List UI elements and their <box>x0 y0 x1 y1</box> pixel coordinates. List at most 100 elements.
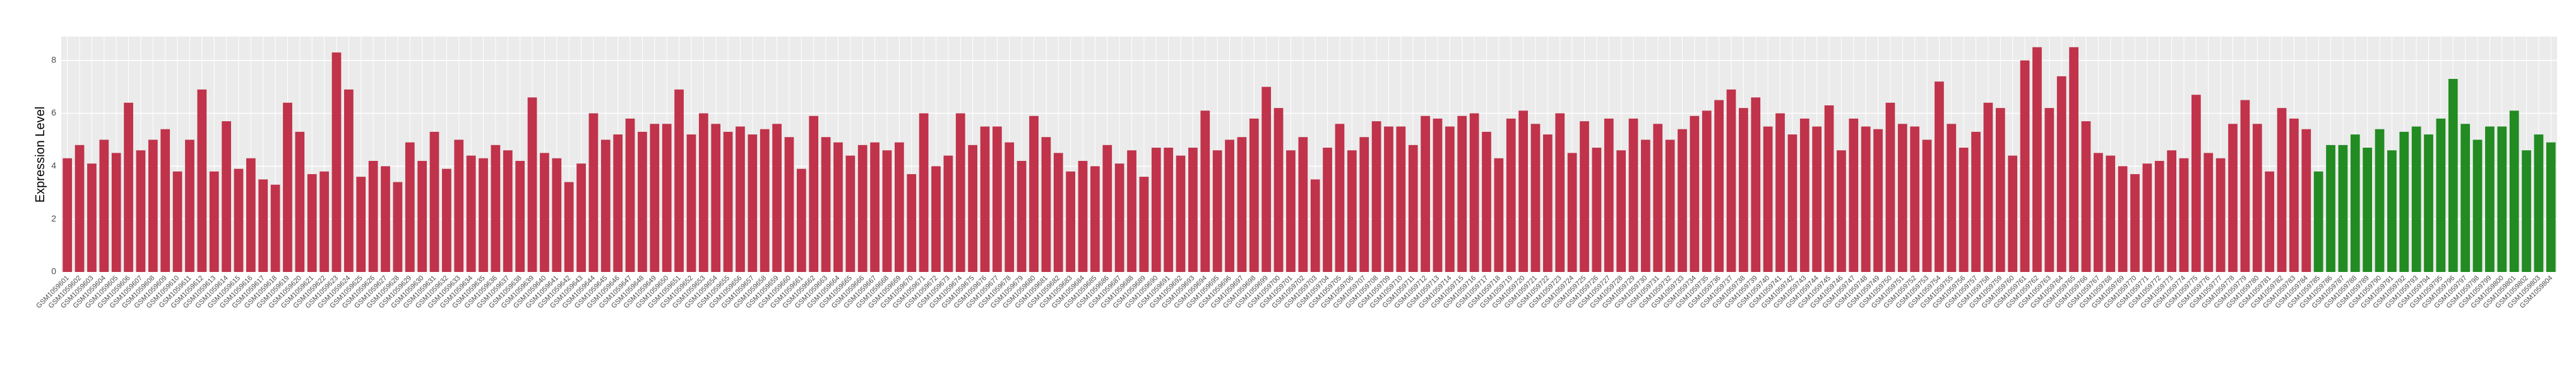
bar <box>2436 118 2446 272</box>
bar <box>246 158 256 272</box>
bar <box>2472 139 2483 272</box>
bar <box>2167 150 2176 272</box>
bar <box>1139 177 1149 272</box>
bar <box>736 126 745 272</box>
bar <box>1127 150 1136 272</box>
bar <box>1176 155 1186 272</box>
bar <box>2020 60 2030 272</box>
bar <box>2203 153 2214 272</box>
bar <box>1323 148 1332 272</box>
bar <box>1310 179 1320 272</box>
bar <box>295 131 305 272</box>
bar <box>600 139 611 272</box>
bar <box>2154 160 2164 272</box>
bar <box>1102 145 1112 272</box>
bar <box>1959 148 1969 272</box>
bar <box>1457 115 1467 272</box>
y-tick-label: 0 <box>51 266 56 276</box>
bar <box>882 150 892 272</box>
bar <box>2228 124 2238 272</box>
bar <box>381 166 390 272</box>
bar <box>784 137 794 272</box>
bar <box>307 174 317 272</box>
bar <box>1739 108 1748 273</box>
bar <box>356 177 366 272</box>
bar <box>1702 110 1712 272</box>
bar <box>2093 153 2103 272</box>
bar <box>1799 118 1810 272</box>
y-tick-label: 4 <box>51 160 56 170</box>
bar <box>2546 142 2556 272</box>
bar <box>698 113 708 272</box>
bar <box>1090 166 1100 272</box>
bar <box>2142 163 2152 272</box>
bar <box>185 139 194 272</box>
bar <box>2032 47 2042 273</box>
bar <box>2130 174 2140 272</box>
bar <box>576 163 586 272</box>
bar <box>2289 118 2299 272</box>
bar <box>1053 153 1063 272</box>
bar <box>540 153 549 272</box>
bar <box>625 118 635 272</box>
bar <box>2424 134 2433 272</box>
bar <box>650 124 660 272</box>
bar <box>2534 134 2544 272</box>
bar <box>588 113 599 272</box>
bar <box>442 168 451 272</box>
bar <box>907 174 917 272</box>
bar <box>2313 171 2323 272</box>
bar <box>2497 126 2507 272</box>
bar <box>1861 126 1871 272</box>
bar <box>319 171 329 272</box>
bar <box>1114 163 1124 272</box>
bar <box>111 153 121 272</box>
bar <box>1897 124 1907 272</box>
bar <box>63 158 73 272</box>
bar <box>638 131 647 272</box>
bar <box>270 184 280 272</box>
bar <box>1433 118 1443 272</box>
bar <box>809 115 819 272</box>
bar <box>1249 118 1259 272</box>
bar <box>1665 139 1675 272</box>
bar <box>209 171 219 272</box>
bar <box>99 139 109 272</box>
bar <box>124 102 133 273</box>
bar <box>1335 124 1345 272</box>
bar <box>197 89 207 272</box>
bar <box>2179 158 2189 272</box>
bar <box>2448 79 2458 272</box>
bar <box>1849 118 1859 272</box>
bar <box>1408 145 1418 272</box>
bar <box>2252 124 2262 272</box>
y-axis-label: Expression Level <box>33 107 47 203</box>
bar <box>368 160 378 272</box>
bar <box>2106 155 2116 272</box>
bar <box>1971 131 1981 272</box>
bar <box>1017 160 1027 272</box>
bar <box>87 163 97 272</box>
bar <box>943 155 953 272</box>
bar <box>1445 126 1455 272</box>
bar <box>552 158 562 272</box>
bar <box>1286 150 1296 272</box>
bar <box>1690 115 1700 272</box>
bar <box>491 145 501 272</box>
bar <box>2301 129 2311 272</box>
bar <box>1078 160 1088 272</box>
bar <box>1812 126 1822 272</box>
bar <box>1164 148 1174 272</box>
bar <box>2387 150 2397 272</box>
bar <box>1384 126 1393 272</box>
bar <box>331 52 342 273</box>
bar <box>2191 95 2201 272</box>
bar <box>968 145 977 272</box>
bar <box>1237 137 1247 272</box>
bar <box>1763 126 1773 272</box>
bar <box>1371 121 1381 272</box>
bar <box>454 139 464 272</box>
bar <box>1261 86 1272 272</box>
bar <box>1787 134 1798 272</box>
bar <box>931 166 941 272</box>
